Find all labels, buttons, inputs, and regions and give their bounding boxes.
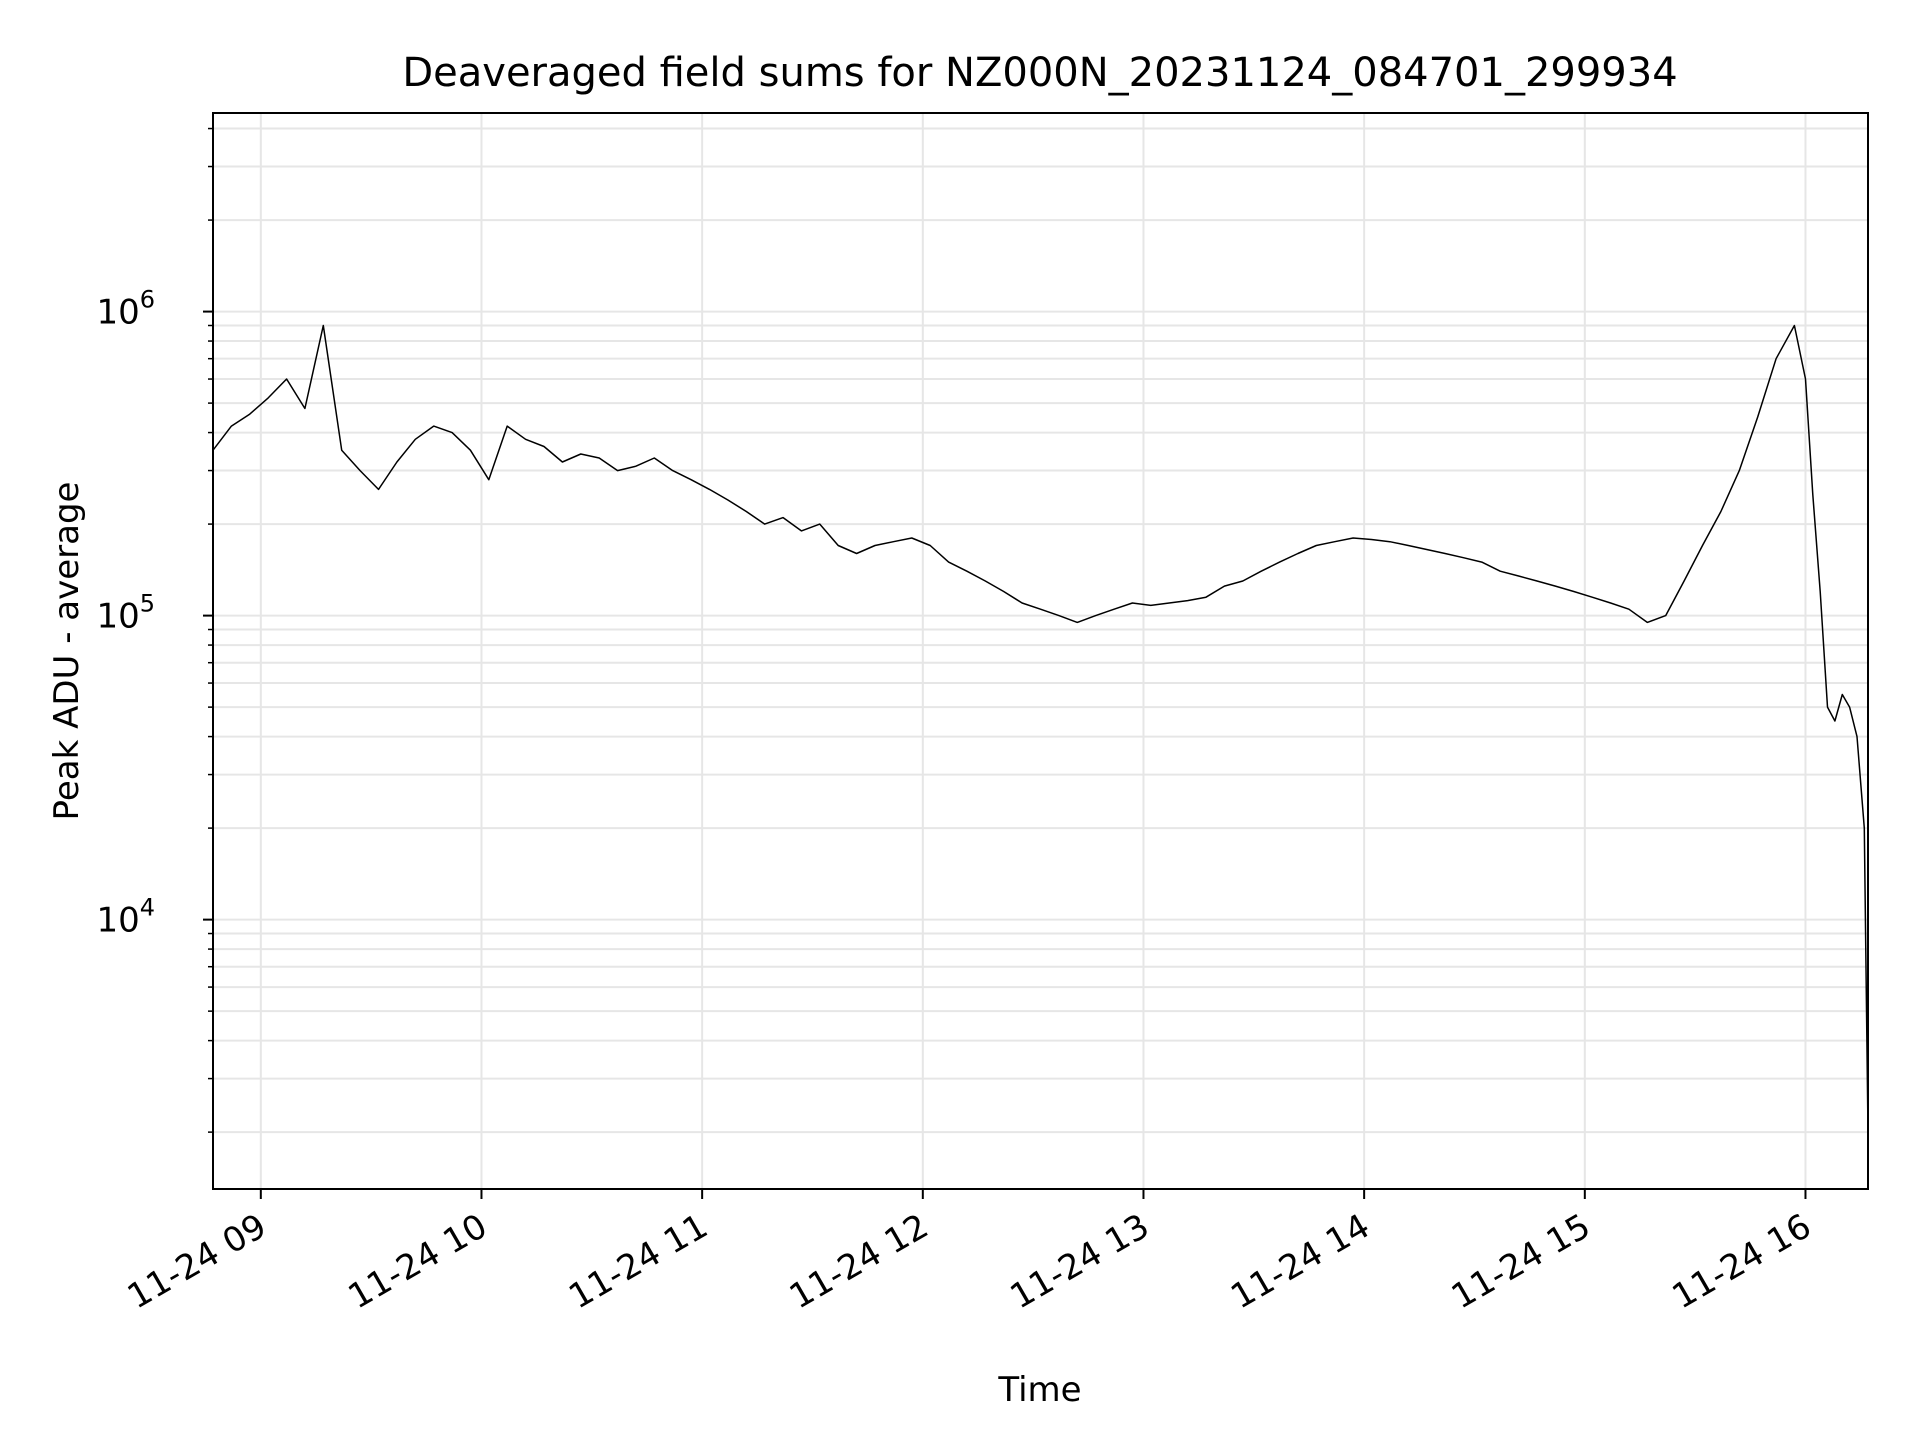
plot-frame: [212, 112, 1869, 1190]
chart-title: Deaveraged field sums for NZ000N_2023112…: [402, 50, 1677, 96]
y-tick-label: 104: [96, 894, 155, 941]
y-tick-exponent: 6: [140, 286, 155, 314]
series-line: [213, 324, 1868, 1133]
x-axis-title: Time: [997, 1370, 1081, 1410]
y-tick-exponent: 4: [140, 894, 155, 922]
y-tick-exponent: 5: [140, 590, 155, 618]
plot-area: [213, 324, 1868, 1133]
grid-layer: [213, 113, 1868, 1189]
series-layer: [213, 324, 1868, 1133]
y-axis-title: Peak ADU - average: [47, 482, 87, 821]
